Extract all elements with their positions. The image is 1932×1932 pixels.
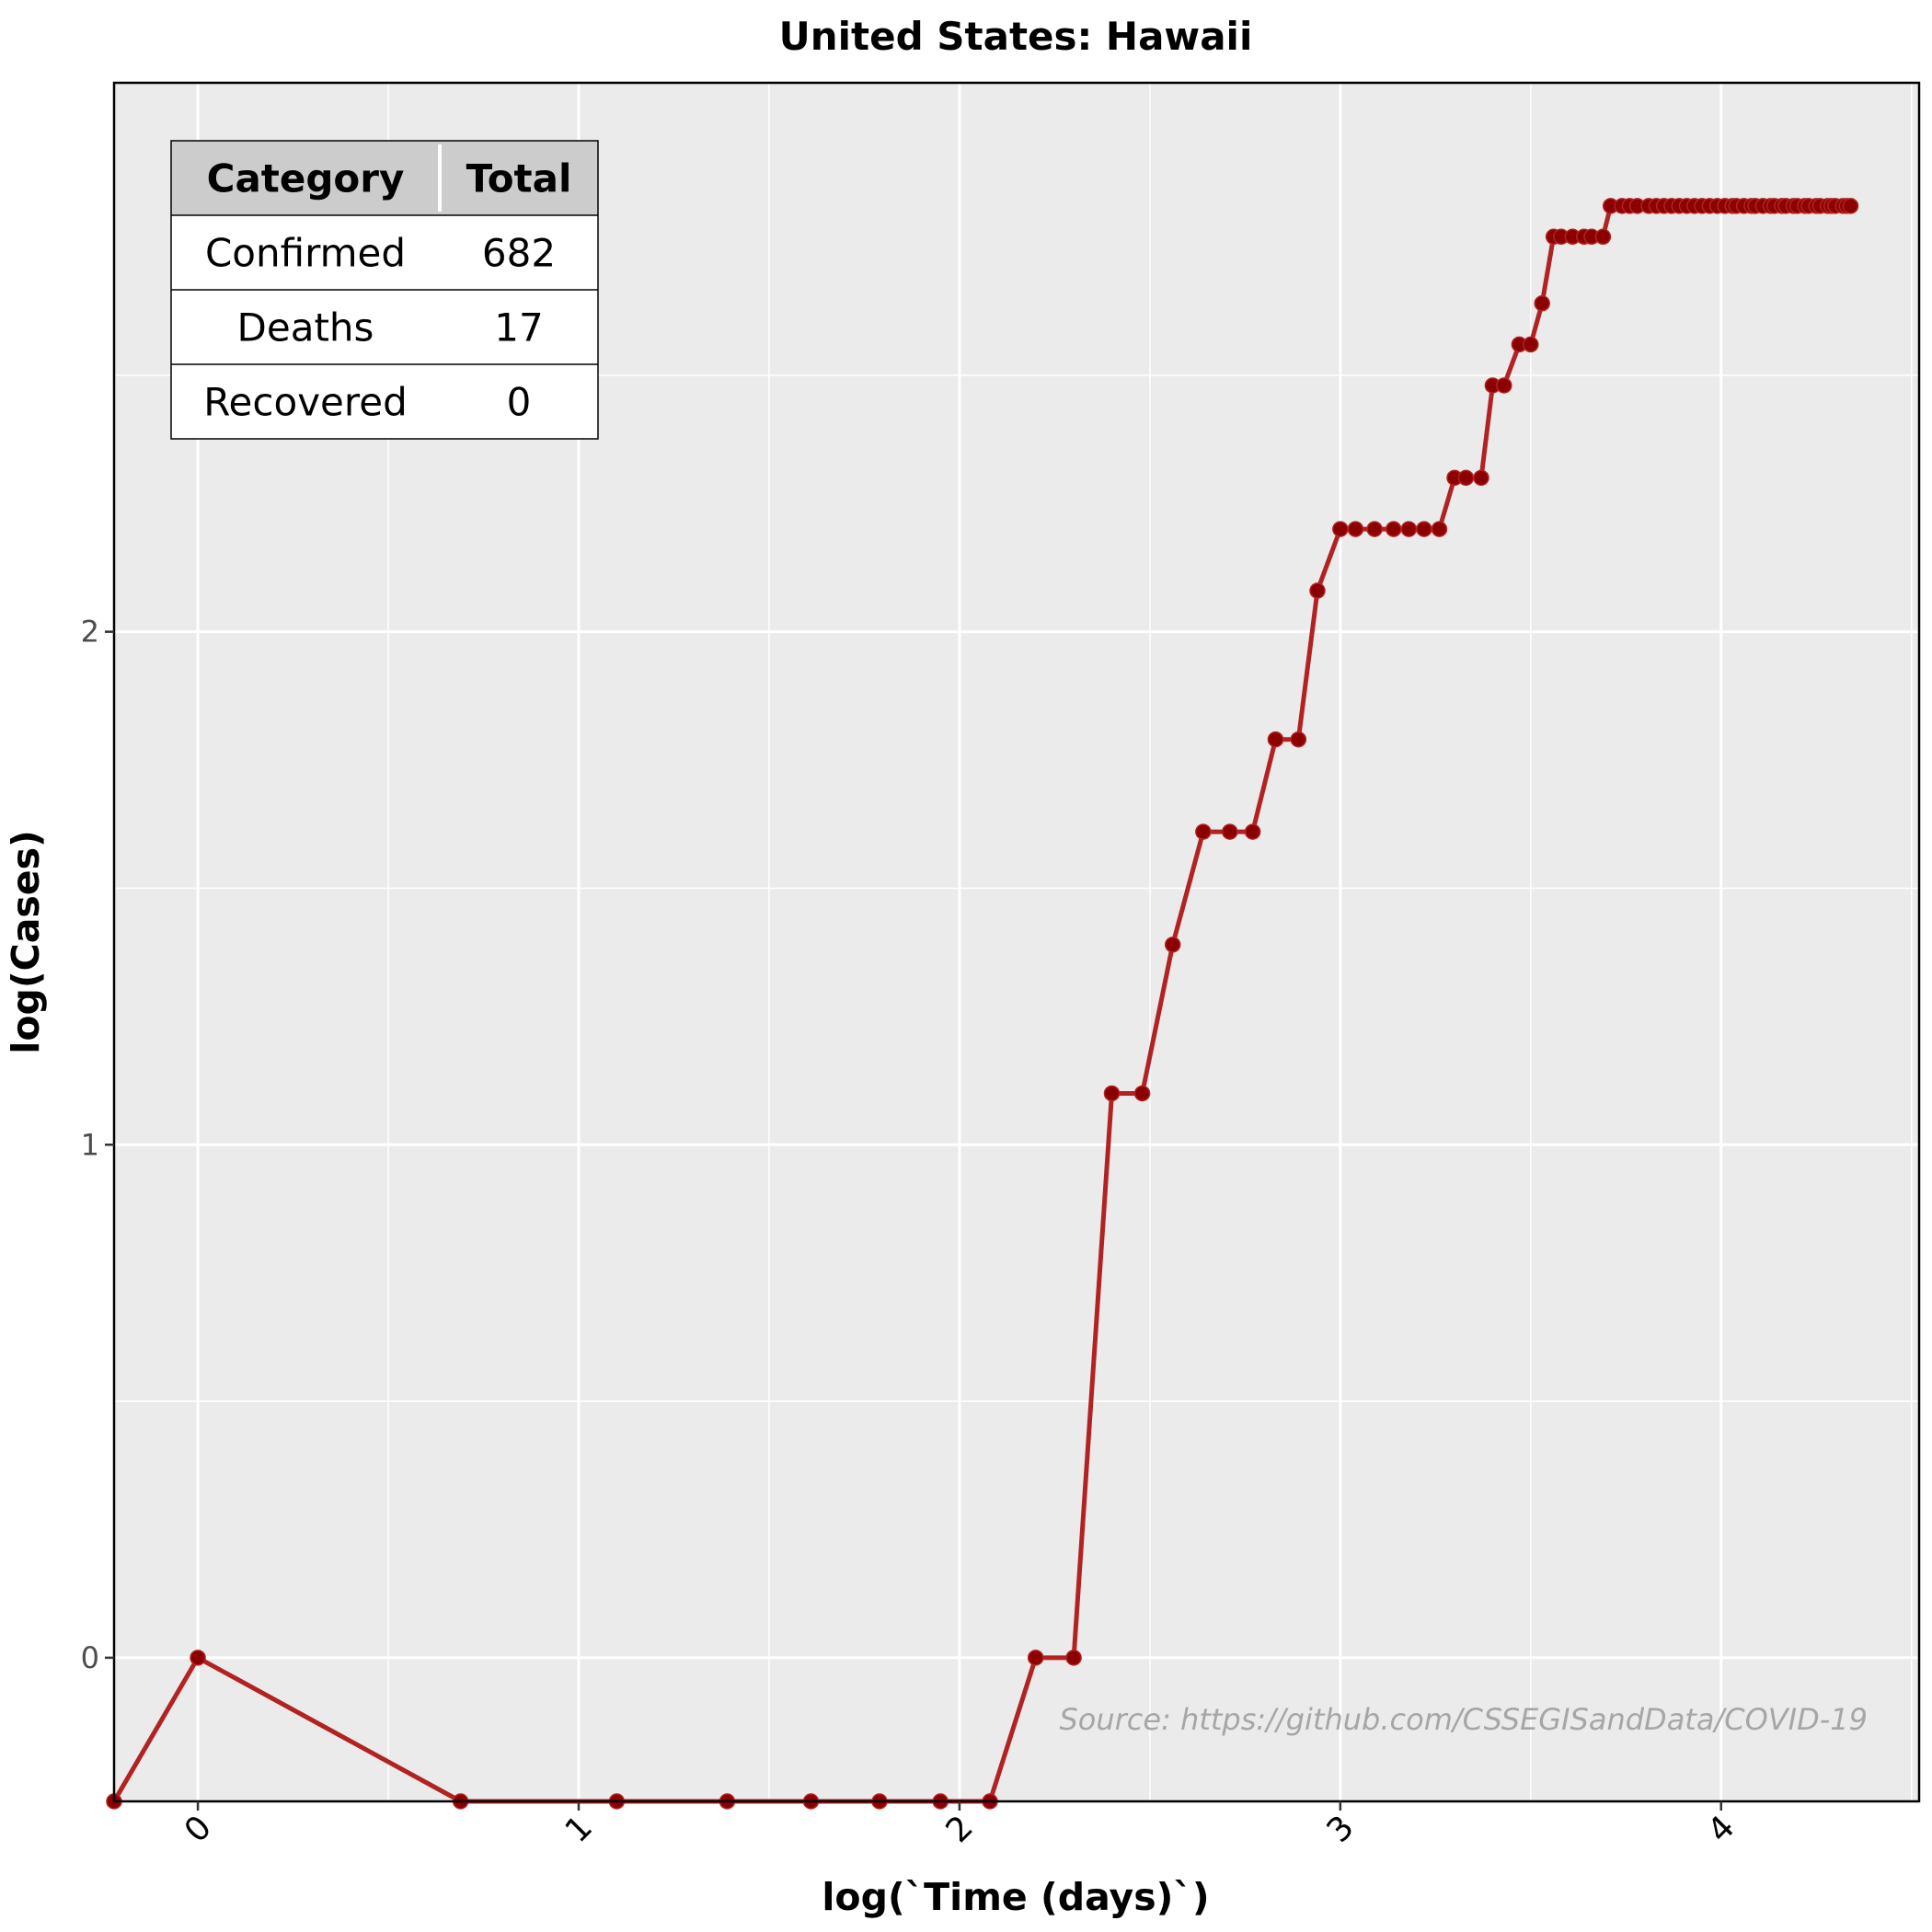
data-point [1416,521,1432,537]
data-point [1244,823,1261,840]
y-axis-title: log(Cases) [4,830,48,1053]
data-point [1332,521,1349,537]
chart-title: United States: Hawaii [779,14,1253,59]
data-point [1594,228,1612,246]
data-point [1195,823,1212,840]
y-tick-label: 1 [81,1127,99,1162]
data-point [1386,521,1402,537]
x-tick-label: 0 [178,1809,219,1850]
x-tick-label: 3 [1320,1809,1362,1850]
data-point [1496,377,1512,394]
data-point [1133,1085,1151,1102]
y-tick-label: 2 [81,615,99,650]
source-note: Source: https://github.com/CSSEGISandDat… [1059,1702,1868,1737]
data-point [1842,198,1859,214]
data-point [1027,1650,1044,1666]
data-point [1431,521,1448,537]
data-point [1534,295,1550,312]
data-point [190,1650,206,1666]
table-cell-category: Deaths [237,305,374,351]
y-tick-label: 0 [81,1640,99,1675]
data-point [1366,521,1383,537]
data-point [1222,823,1238,840]
table-cell-total: 17 [494,305,543,351]
data-point [1347,521,1364,537]
data-point [1103,1085,1121,1102]
data-point [1267,730,1284,748]
data-point [1473,469,1489,487]
table-cell-total: 682 [482,231,556,276]
table-header-cell: Total [466,156,572,201]
table-header-cell: Category [207,156,405,201]
table-cell-total: 0 [507,380,532,425]
x-tick-label: 1 [558,1809,600,1850]
data-point [1400,521,1418,537]
table-cell-category: Confirmed [205,231,406,276]
summary-table: Category Total Confirmed 682 Deaths 17 Recover… [170,140,599,440]
data-point [1457,469,1475,487]
data-point [1523,336,1539,353]
table-border [170,140,599,440]
series-layer [106,198,1859,1810]
x-tick-label: 4 [1701,1809,1742,1850]
x-tick-label: 2 [939,1809,981,1850]
data-point [1065,1650,1082,1666]
data-point [1290,730,1307,748]
data-point [1164,937,1181,953]
table-cell-category: Recovered [203,380,407,425]
table-body-bg [171,215,598,439]
table-header-bg [171,141,598,215]
data-point [1309,582,1326,599]
plot-border [112,81,1921,1803]
x-axis-title: log(`Time (days)`) [822,1875,1209,1919]
